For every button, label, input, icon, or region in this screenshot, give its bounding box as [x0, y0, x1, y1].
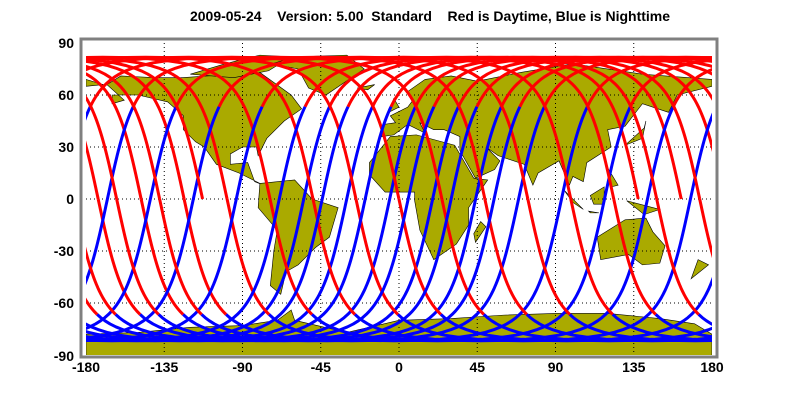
- x-tick-label: 0: [395, 359, 403, 375]
- day-track: [655, 198, 700, 316]
- night-track: [0, 107, 47, 341]
- x-tick-label: -135: [150, 359, 178, 375]
- day-track: [174, 55, 487, 200]
- day-track: [86, 56, 229, 200]
- chart-title: 2009-05-24 Version: 5.00 Standard Red is…: [189, 8, 671, 24]
- day-track: [371, 55, 683, 200]
- day-track: [86, 140, 100, 200]
- x-tick-label: 135: [622, 359, 646, 375]
- day-track: [86, 59, 186, 200]
- day-track: [86, 55, 315, 200]
- day-track: [86, 246, 117, 316]
- night-track: [742, 107, 800, 341]
- night-track: [114, 106, 436, 343]
- night-track: [0, 107, 4, 341]
- day-track: [0, 57, 12, 199]
- day-track: [628, 58, 712, 108]
- night-track: [86, 106, 178, 330]
- land-mass: [626, 200, 661, 215]
- y-tick-label: -60: [54, 295, 74, 311]
- x-tick-label: 180: [700, 359, 724, 375]
- y-tick-label: 30: [58, 139, 74, 155]
- y-tick-label: -90: [54, 348, 74, 364]
- night-track: [697, 313, 712, 326]
- day-track: [0, 57, 74, 199]
- day-track: [115, 198, 160, 316]
- day-track: [475, 55, 712, 108]
- y-tick-label: 90: [58, 35, 74, 51]
- day-track: [543, 55, 712, 108]
- x-tick-label: -45: [311, 359, 331, 375]
- day-track: [759, 57, 800, 199]
- x-tick-label: -90: [232, 359, 252, 375]
- x-tick-label: 90: [548, 359, 564, 375]
- day-track: [716, 57, 800, 199]
- day-track: [303, 55, 616, 200]
- night-track: [86, 106, 92, 121]
- day-track: [86, 55, 358, 200]
- day-track: [585, 56, 712, 108]
- day-track: [612, 198, 657, 316]
- y-tick-label: -30: [54, 243, 74, 259]
- day-track: [86, 94, 119, 200]
- plot-area: [0, 43, 800, 355]
- day-track: [0, 199, 30, 314]
- day-track: [698, 198, 712, 259]
- day-track: [743, 199, 785, 314]
- night-track: [86, 106, 135, 286]
- x-tick-label: -180: [72, 359, 100, 375]
- day-track: [457, 55, 712, 108]
- day-track: [526, 198, 571, 316]
- day-track: [12, 199, 54, 314]
- day-track: [432, 55, 712, 108]
- day-track: [88, 55, 401, 200]
- land-mass: [473, 221, 487, 244]
- land-mass: [587, 210, 600, 214]
- day-track: [671, 67, 712, 108]
- day-track: [158, 198, 203, 316]
- night-track: [785, 107, 800, 341]
- day-track: [569, 198, 614, 316]
- day-track: [0, 57, 31, 199]
- day-track: [86, 57, 205, 200]
- x-tick-label: 45: [469, 359, 485, 375]
- day-track: [346, 55, 659, 200]
- day-track: [86, 55, 272, 200]
- day-track: [260, 55, 573, 200]
- day-track: [86, 72, 143, 200]
- day-track: [414, 55, 712, 153]
- day-track: [500, 55, 712, 108]
- day-track: [786, 199, 800, 314]
- day-track: [389, 55, 702, 200]
- day-track: [86, 64, 162, 200]
- y-tick-label: 0: [66, 191, 74, 207]
- night-track: [200, 106, 522, 343]
- day-track: [0, 57, 55, 199]
- day-track: [328, 55, 640, 200]
- plot-frame: [79, 37, 719, 359]
- night-track: [157, 106, 479, 343]
- land-mass: [690, 259, 710, 280]
- day-track: [0, 199, 11, 314]
- day-track: [217, 55, 530, 200]
- land-mass: [596, 217, 666, 266]
- day-track: [131, 55, 444, 200]
- day-track: [518, 55, 712, 108]
- y-tick-label: 60: [58, 87, 74, 103]
